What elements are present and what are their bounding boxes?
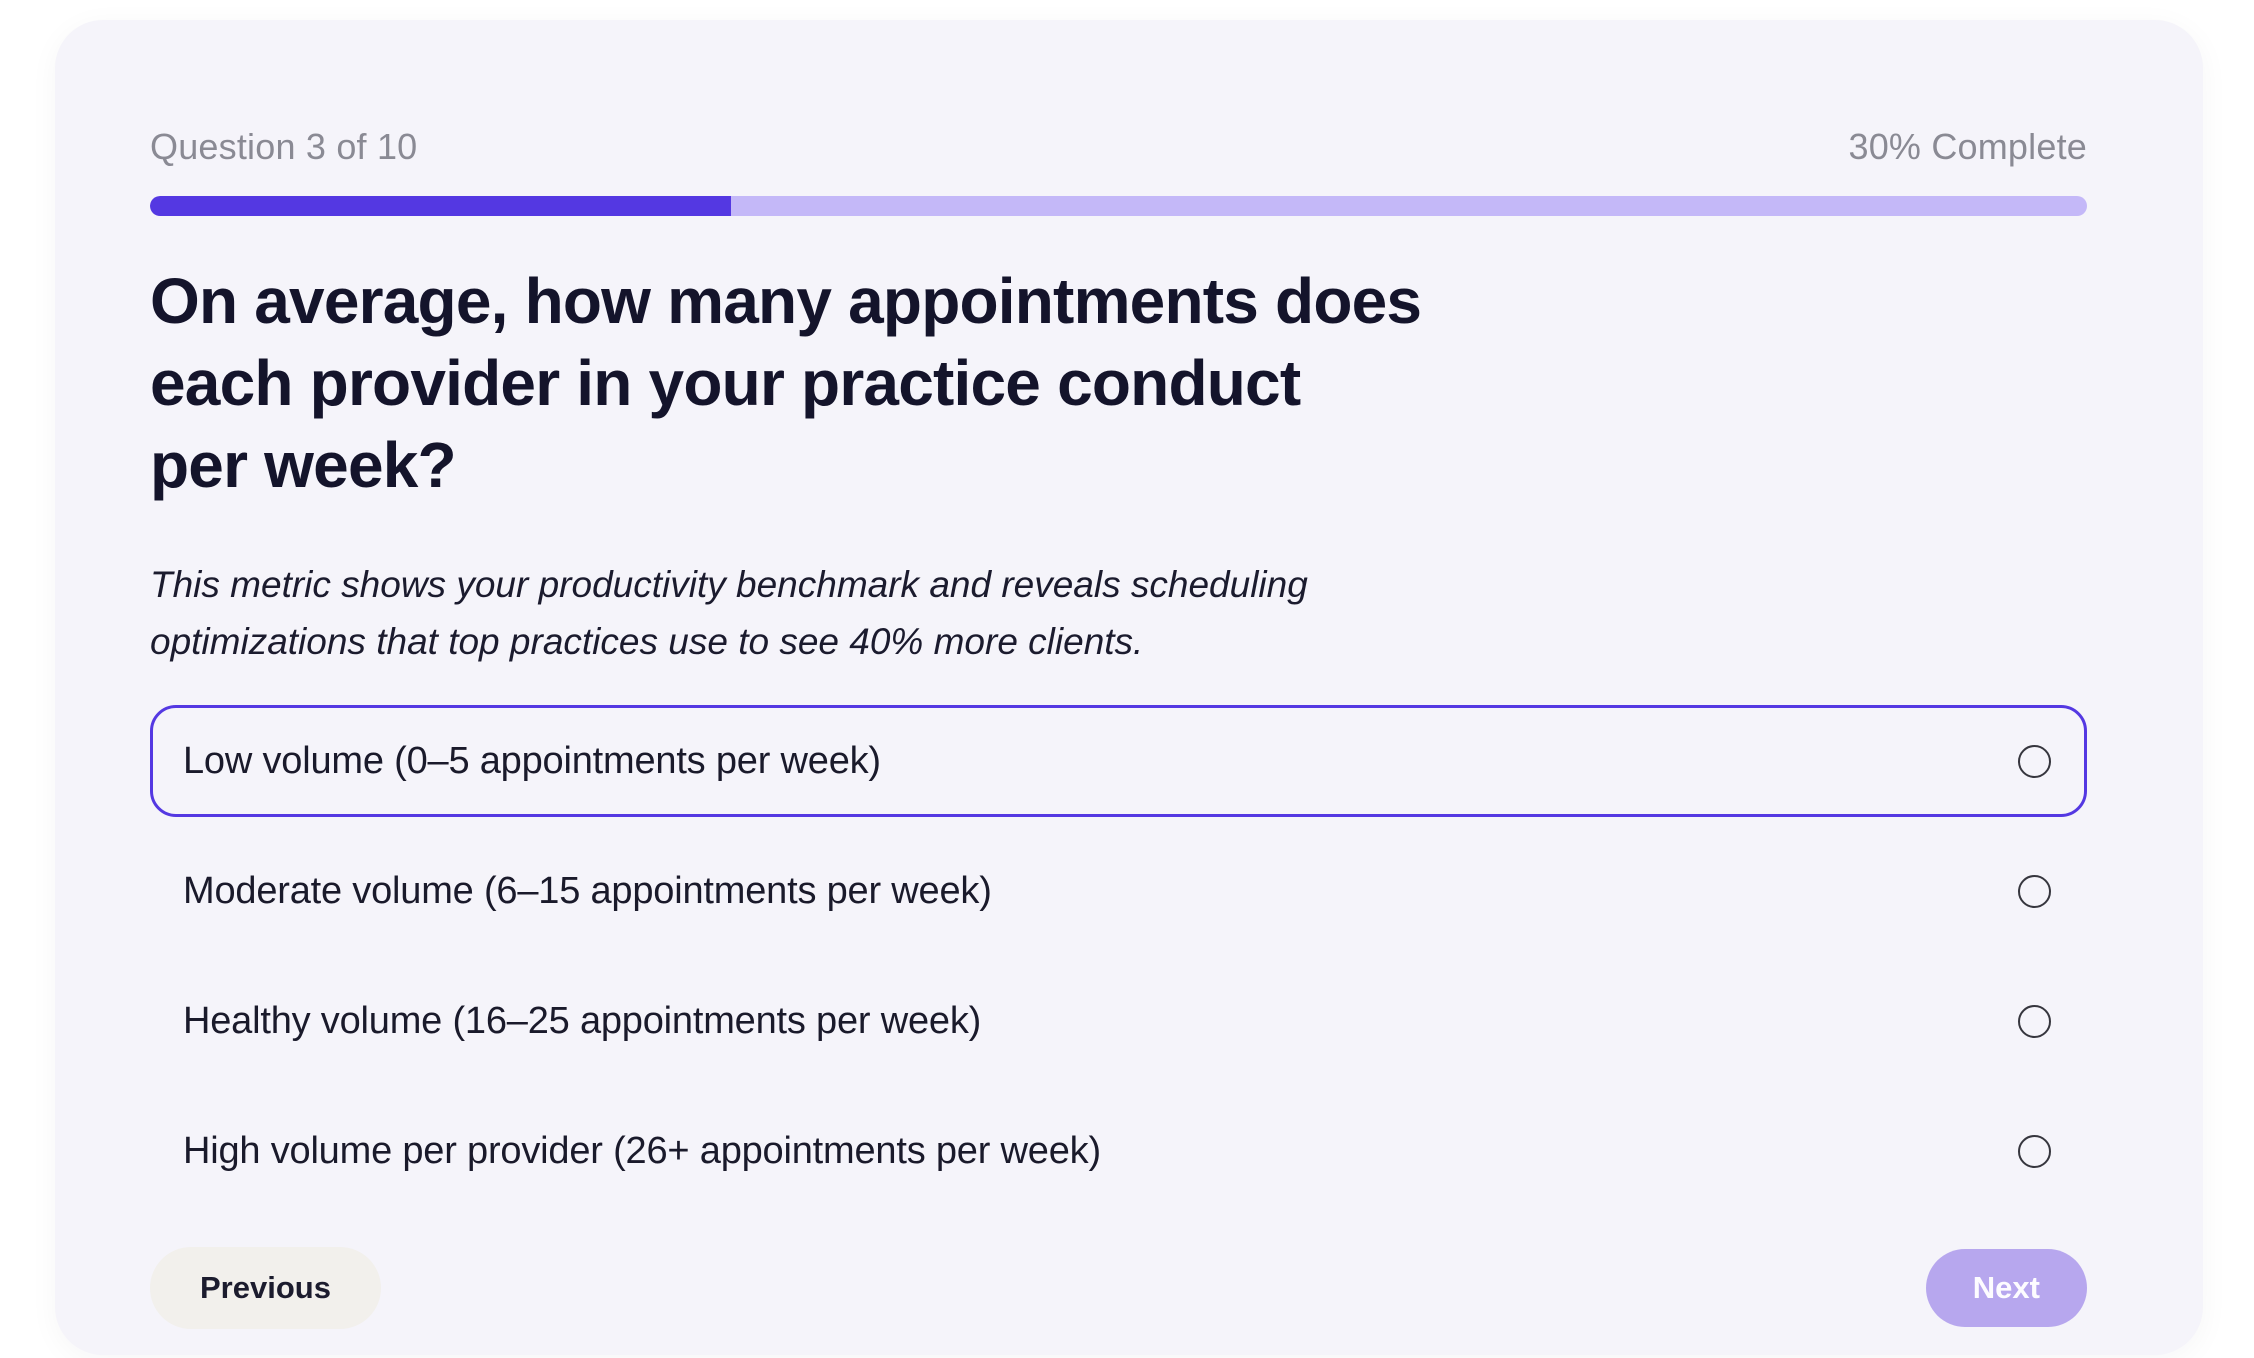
progress-bar-fill bbox=[150, 196, 732, 216]
question-title-line: each provider in your practice conduct bbox=[150, 347, 1301, 419]
question-counter: Question 3 of 10 bbox=[150, 126, 418, 167]
option-label: Healthy volume (16–25 appointments per w… bbox=[183, 999, 982, 1042]
survey-content: Question 3 of 10 30% Complete On average… bbox=[150, 20, 2087, 1329]
option-healthy-volume[interactable]: Healthy volume (16–25 appointments per w… bbox=[150, 965, 2087, 1077]
question-title-line: On average, how many appointments does bbox=[150, 265, 1422, 337]
question-title-line: per week? bbox=[150, 429, 457, 501]
survey-header: Question 3 of 10 30% Complete bbox=[150, 126, 2087, 168]
option-label: Moderate volume (6–15 appointments per w… bbox=[183, 869, 992, 912]
option-label: Low volume (0–5 appointments per week) bbox=[183, 739, 881, 782]
previous-button[interactable]: Previous bbox=[150, 1247, 381, 1329]
survey-footer: Previous Next bbox=[150, 1247, 2087, 1329]
question-description-line: This metric shows your productivity benc… bbox=[150, 564, 1308, 605]
question-description: This metric shows your productivity benc… bbox=[150, 556, 2087, 670]
question-description-line: optimizations that top practices use to … bbox=[150, 621, 1144, 662]
question-title: On average, how many appointments does e… bbox=[150, 260, 2087, 506]
progress-bar bbox=[150, 196, 2087, 216]
radio-button-icon[interactable] bbox=[2018, 1134, 2051, 1168]
radio-button-icon[interactable] bbox=[2018, 1004, 2051, 1038]
survey-card: Question 3 of 10 30% Complete On average… bbox=[55, 20, 2203, 1355]
radio-button-icon[interactable] bbox=[2018, 874, 2051, 908]
progress-percent-label: 30% Complete bbox=[1848, 126, 2087, 167]
next-button[interactable]: Next bbox=[1925, 1249, 2087, 1327]
option-low-volume[interactable]: Low volume (0–5 appointments per week) bbox=[150, 705, 2087, 817]
radio-button-icon[interactable] bbox=[2018, 744, 2051, 778]
option-moderate-volume[interactable]: Moderate volume (6–15 appointments per w… bbox=[150, 835, 2087, 947]
answer-options: Low volume (0–5 appointments per week) M… bbox=[150, 705, 2087, 1207]
option-label: High volume per provider (26+ appointmen… bbox=[183, 1129, 1101, 1172]
option-high-volume[interactable]: High volume per provider (26+ appointmen… bbox=[150, 1095, 2087, 1207]
